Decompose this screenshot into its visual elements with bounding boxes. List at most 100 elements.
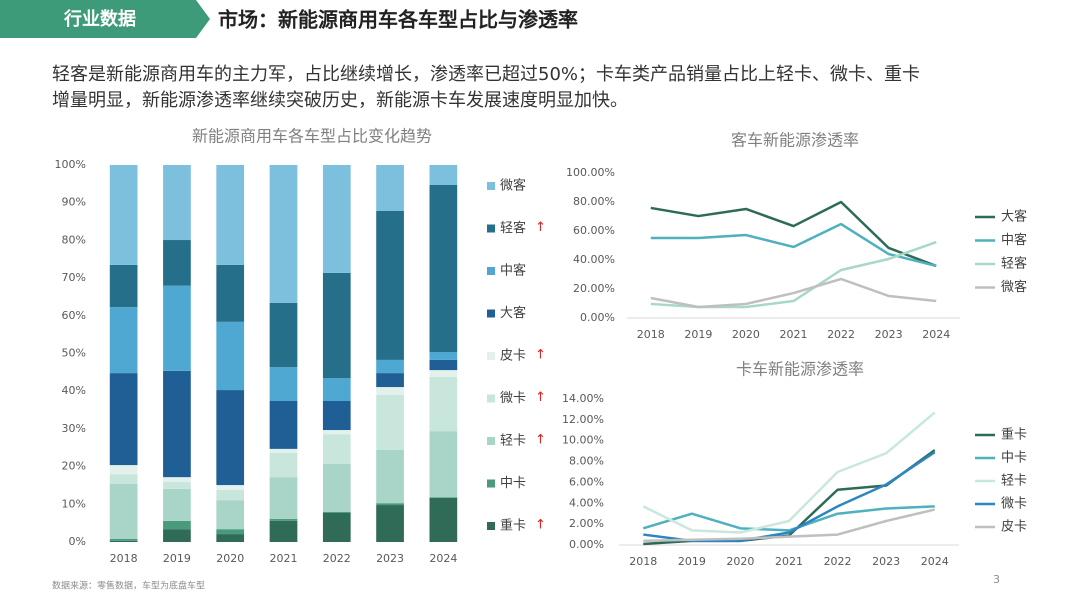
legend-swatch: [487, 182, 495, 190]
chart-title: 新能源商用车各车型占比变化趋势: [192, 127, 432, 146]
bar-segment: [376, 373, 404, 388]
bar-segment: [269, 401, 298, 449]
bar-segment: [216, 529, 245, 535]
bar-segment: [429, 497, 458, 542]
bar-segment: [109, 538, 138, 541]
legend-arrow: ↑: [535, 390, 546, 405]
x-tick-label: 2024: [922, 328, 950, 341]
series-line: [650, 222, 937, 268]
description-line: 增量明显，新能源渗透率继续突破历史，新能源卡车发展速度明显加快。: [52, 90, 628, 111]
x-tick-label: 2020: [726, 555, 754, 568]
bar-segment: [269, 477, 298, 520]
bar-segment: [429, 184, 458, 352]
bar-segment: [163, 165, 191, 241]
legend-label: 重卡: [1001, 427, 1027, 443]
legend-swatch: [487, 224, 495, 233]
y-tick-label: 70%: [62, 271, 86, 284]
legend-label: 中客: [500, 263, 526, 279]
legend-label: 微客: [500, 178, 526, 194]
y-tick-label: 30%: [62, 422, 86, 435]
x-tick-label: 2023: [875, 328, 903, 341]
header-tab: [0, 0, 210, 38]
bar-segment: [216, 500, 245, 530]
series-line: [643, 508, 936, 543]
bar-segment: [109, 165, 138, 265]
bar-segment: [376, 359, 404, 374]
legend-swatch: [487, 309, 495, 318]
y-tick-label: 0.00%: [569, 538, 604, 551]
bar-segment: [269, 165, 298, 303]
bar-segment: [269, 519, 298, 521]
x-tick-label: 2021: [270, 552, 298, 565]
bar-segment: [216, 489, 245, 501]
x-tick-label: 2024: [429, 552, 457, 565]
bar-segment: [269, 302, 298, 368]
description-line: 轻客是新能源商用车的主力军，占比继续增长，渗透率已超过50%；卡车类产品销量占比…: [52, 64, 920, 85]
legend-label: 微卡: [500, 391, 526, 406]
x-tick-label: 2021: [775, 555, 803, 568]
bar-segment: [163, 240, 191, 286]
y-tick-label: 12.00%: [562, 413, 604, 426]
bar-segment: [322, 430, 351, 435]
bar-segment: [429, 497, 458, 498]
chart-title: 客车新能源渗透率: [731, 131, 859, 150]
x-tick-label: 2020: [732, 328, 760, 341]
y-tick-label: 100.00%: [566, 166, 615, 179]
y-tick-label: 2.00%: [569, 517, 604, 530]
bar-segment: [429, 431, 458, 498]
y-tick-label: 40.00%: [573, 253, 615, 266]
bar-segment: [109, 307, 138, 374]
y-tick-label: 60%: [62, 309, 86, 322]
bar-segment: [429, 351, 458, 360]
bar-segment: [376, 165, 404, 211]
bar-segment: [376, 387, 404, 395]
bar-segment: [163, 285, 191, 371]
header-tab-text: 行业数据: [63, 8, 136, 30]
y-tick-label: 80%: [62, 233, 86, 246]
legend-label: 大客: [500, 305, 526, 321]
x-tick-label: 2018: [629, 555, 657, 568]
x-tick-label: 2022: [824, 555, 852, 568]
legend-label: 皮卡: [500, 349, 526, 364]
y-tick-label: 20.00%: [573, 282, 615, 295]
legend-arrow: ↑: [535, 433, 546, 448]
legend-arrow: ↑: [535, 348, 546, 363]
legend-label: 微客: [1001, 279, 1027, 295]
x-tick-label: 2022: [827, 328, 855, 341]
y-tick-label: 90%: [62, 196, 86, 209]
legend-label: 中客: [1001, 232, 1027, 248]
bar-segment: [322, 434, 351, 464]
bar-segment: [109, 483, 138, 539]
bar-segment: [322, 463, 351, 512]
bar-segment: [163, 370, 191, 478]
y-tick-label: 10.00%: [562, 434, 604, 447]
legend-label: 轻卡: [1001, 474, 1027, 489]
bar-segment: [216, 321, 245, 391]
source-note: 数据来源：零售数据，车型为底盘车型: [52, 580, 205, 592]
y-tick-label: 0.00%: [580, 311, 615, 324]
bar-segment: [163, 529, 191, 542]
legend-label: 轻客: [1001, 256, 1027, 272]
x-tick-label: 2019: [684, 328, 712, 341]
bar-segment: [163, 520, 191, 530]
bar-segment: [269, 448, 298, 454]
bar-segment: [216, 390, 245, 486]
y-tick-label: 50%: [62, 347, 86, 360]
legend-arrow: ↑: [535, 518, 546, 533]
legend-swatch: [487, 394, 495, 403]
legend-swatch: [487, 437, 495, 445]
bar-segment: [376, 450, 404, 504]
y-tick-label: 0%: [69, 535, 86, 548]
bar-segment: [322, 512, 351, 542]
bar-segment: [376, 505, 404, 542]
bar-segment: [322, 165, 351, 273]
bar-segment: [216, 165, 245, 265]
bar-segment: [322, 511, 351, 513]
series-line: [650, 277, 937, 309]
y-tick-label: 40%: [62, 384, 86, 397]
series-line: [642, 411, 936, 534]
x-tick-label: 2020: [216, 552, 244, 565]
legend-label: 微卡: [1001, 497, 1027, 512]
legend-label: 轻客: [500, 220, 526, 236]
